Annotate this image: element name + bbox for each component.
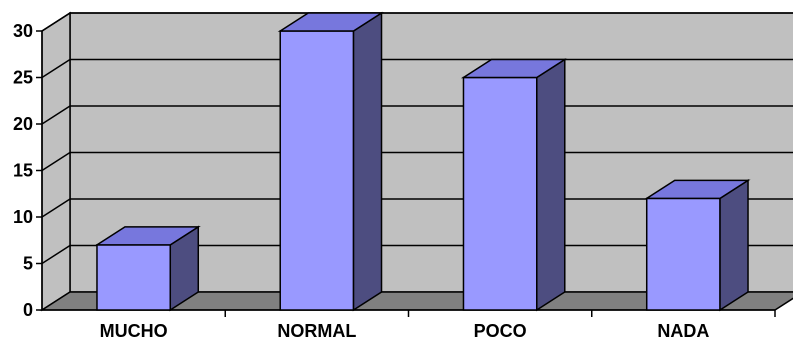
y-tick-label: 20: [13, 114, 33, 134]
x-tick-label: NADA: [657, 321, 709, 341]
y-tick-label: 10: [13, 207, 33, 227]
bar-side: [719, 179, 749, 312]
y-tick-label: 0: [23, 300, 33, 320]
bar-top: [94, 226, 201, 246]
x-tick-label: MUCHO: [100, 321, 168, 341]
bar-front: [96, 244, 172, 311]
x-tick-label: POCO: [474, 321, 527, 341]
bar: [644, 179, 751, 312]
x-tick-label: NORMAL: [277, 321, 356, 341]
bar-side: [352, 11, 383, 312]
bar-front: [279, 30, 355, 311]
gridline: [41, 12, 793, 32]
bar-front: [462, 76, 538, 311]
bar: [94, 225, 201, 312]
bar-front: [645, 197, 721, 311]
y-tick-label: 15: [13, 161, 33, 181]
bars: [94, 11, 751, 312]
bar-top: [460, 58, 568, 79]
y-tick-label: 30: [13, 21, 33, 41]
bar: [460, 58, 568, 312]
bar-side: [536, 58, 566, 312]
y-tick-label: 5: [23, 254, 33, 274]
bar-top: [644, 179, 751, 200]
y-tick-label: 25: [13, 68, 33, 88]
bar: [277, 11, 385, 312]
bar-top: [277, 12, 385, 32]
labels: 0 5 10 15 20 25 30 MUCHO NORMAL POCO NADA: [13, 21, 709, 341]
